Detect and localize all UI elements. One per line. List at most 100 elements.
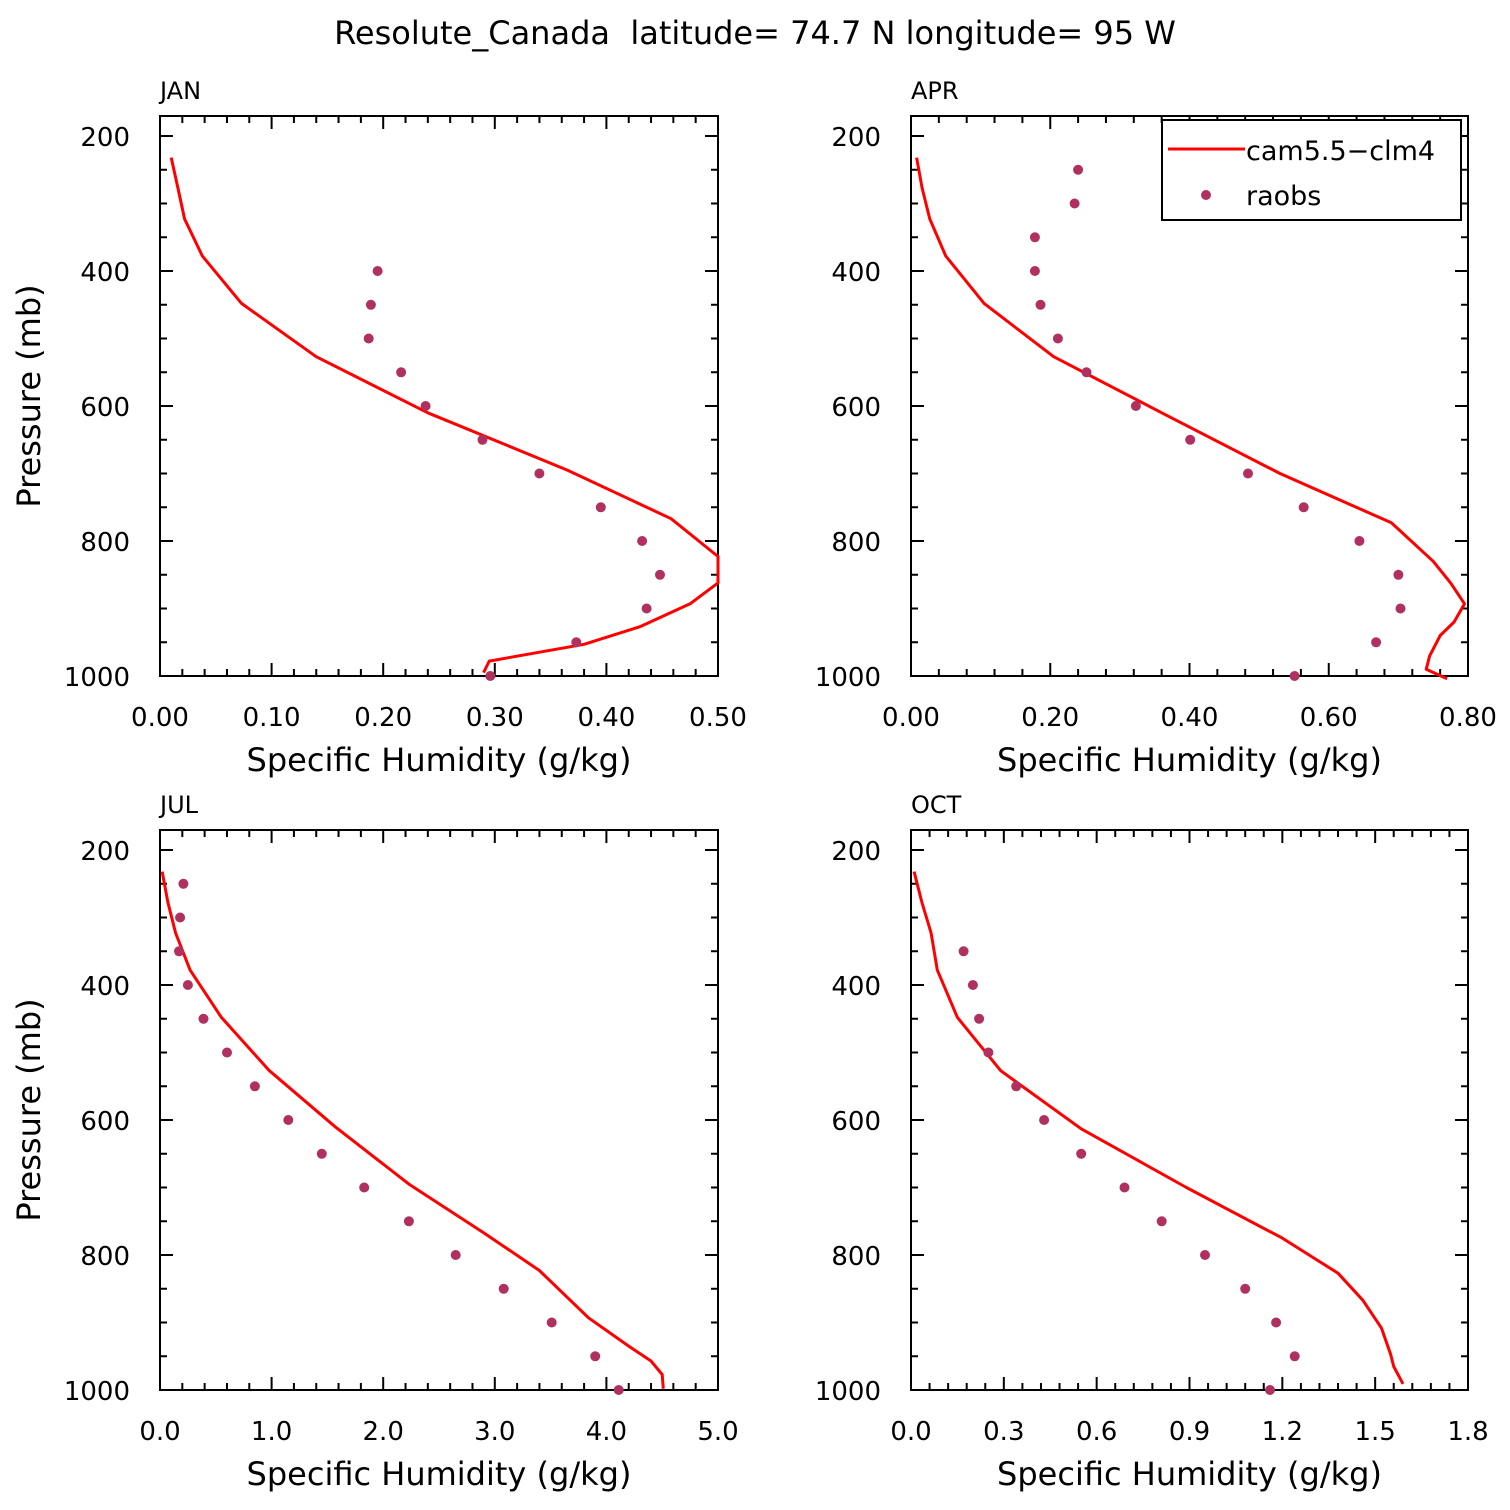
y-tick-label: 800	[831, 1242, 881, 1272]
x-tick-label: 5.0	[697, 1417, 738, 1447]
panel-jul: JUL 200 400 600 800 1000 0.0 1.0 2.0 3.0 4.0 5.0 Spe…	[10, 791, 739, 1493]
data-point-raobs-apr	[1371, 637, 1382, 648]
data-point-raobs-jan	[420, 401, 431, 411]
y-axis-label-jul: Pressure (mb)	[10, 998, 48, 1221]
y-axis-label-jan: Pressure (mb)	[10, 284, 48, 507]
data-point-raobs-oct	[1289, 1351, 1300, 1362]
series-line-model-jul	[160, 871, 665, 1389]
x-axis-label-oct: Specific Humidity (g/kg)	[997, 1455, 1382, 1493]
x-tick-label: 1.5	[1354, 1417, 1395, 1447]
x-tick-label: 0.3	[983, 1417, 1024, 1447]
data-point-raobs-apr	[1069, 198, 1080, 209]
y-tick-label: 400	[831, 258, 881, 288]
x-tick-label: 4.0	[586, 1417, 627, 1447]
data-point-raobs-jan	[485, 671, 496, 681]
x-tick-label: 3.0	[474, 1417, 515, 1447]
data-point-raobs-oct	[1011, 1081, 1022, 1092]
data-point-raobs-jul	[498, 1283, 509, 1294]
data-point-raobs-oct	[1271, 1317, 1282, 1328]
data-point-raobs-oct	[983, 1047, 994, 1058]
data-point-raobs-apr	[1052, 333, 1063, 344]
data-point-raobs-jan	[641, 603, 652, 614]
y-tick-label: 400	[80, 258, 130, 288]
data-point-raobs-apr	[1029, 266, 1040, 276]
panel-label-oct: OCT	[911, 791, 962, 819]
y-tick-label: 800	[831, 528, 881, 558]
x-tick-label: 0.0	[139, 1417, 180, 1447]
y-tick-label: 600	[831, 393, 881, 423]
x-axis-label-jan: Specific Humidity (g/kg)	[247, 741, 632, 779]
data-point-raobs-apr	[1289, 671, 1300, 681]
y-tick-label: 1000	[64, 663, 130, 693]
data-point-raobs-oct	[1039, 1115, 1050, 1125]
y-tick-label: 200	[80, 123, 130, 153]
plot-frame-oct	[910, 829, 1469, 1391]
y-tick-label: 800	[80, 528, 130, 558]
data-point-raobs-jul	[182, 980, 193, 990]
data-point-raobs-oct	[1265, 1385, 1275, 1395]
data-point-raobs-jul	[198, 1013, 209, 1024]
data-point-raobs-jan	[365, 299, 376, 310]
y-tick-label: 600	[80, 1107, 130, 1137]
data-point-raobs-jan	[363, 333, 374, 344]
x-tick-label: 1.8	[1447, 1417, 1488, 1447]
data-point-raobs-apr	[1243, 468, 1253, 479]
data-point-raobs-apr	[1035, 299, 1046, 310]
panel-oct: OCT 200 400 600 800 1000 0.0 0.3 0.6 0.9 1.2 1.5 1.8…	[815, 791, 1489, 1493]
data-point-raobs-oct	[1156, 1216, 1167, 1227]
y-tick-label: 800	[80, 1242, 130, 1272]
legend: cam5.5−clm4 raobs	[1161, 119, 1462, 221]
y-tick-label: 1000	[64, 1377, 130, 1407]
x-tick-label: 1.2	[1262, 1417, 1303, 1447]
data-point-raobs-jul	[174, 946, 184, 957]
data-point-raobs-oct	[967, 980, 978, 990]
series-line-model-apr	[915, 157, 1466, 681]
x-tick-label: 0.00	[131, 703, 189, 733]
data-point-raobs-oct	[958, 946, 969, 957]
data-point-raobs-apr	[1393, 569, 1404, 580]
data-point-raobs-oct	[1200, 1250, 1210, 1260]
y-tick-label: 400	[80, 972, 130, 1002]
data-point-raobs-jan	[571, 637, 582, 648]
x-tick-label: 0.50	[689, 703, 747, 733]
y-tick-label: 200	[831, 837, 881, 867]
data-point-raobs-apr	[1298, 502, 1309, 513]
x-tick-label: 0.40	[577, 703, 635, 733]
y-tick-label: 600	[831, 1107, 881, 1137]
data-point-raobs-jul	[175, 912, 186, 923]
data-point-raobs-oct	[974, 1013, 985, 1024]
legend-obs-swatch	[1201, 190, 1211, 200]
panel-label-jul: JUL	[158, 791, 199, 819]
series-line-model-jan	[169, 157, 720, 674]
data-point-raobs-jul	[316, 1148, 327, 1159]
x-tick-label: 0.20	[354, 703, 412, 733]
data-point-raobs-jul	[359, 1182, 370, 1193]
data-point-raobs-apr	[1354, 536, 1365, 546]
data-point-raobs-apr	[1073, 164, 1084, 175]
y-tick-label: 600	[80, 393, 130, 423]
data-point-raobs-jul	[283, 1115, 294, 1125]
x-tick-label: 2.0	[363, 1417, 404, 1447]
data-point-raobs-jan	[534, 468, 545, 479]
data-point-raobs-apr	[1185, 434, 1196, 445]
data-point-raobs-jan	[372, 266, 383, 276]
data-point-raobs-oct	[1119, 1182, 1130, 1193]
y-tick-label: 400	[831, 972, 881, 1002]
plot-frame-jul	[159, 829, 719, 1391]
plot-frame-jan	[159, 115, 719, 677]
data-point-raobs-oct	[1240, 1283, 1251, 1294]
data-point-raobs-jan	[637, 536, 648, 546]
data-point-raobs-jul	[590, 1351, 601, 1362]
data-point-raobs-jan	[655, 569, 665, 580]
data-point-raobs-apr	[1130, 401, 1141, 411]
x-tick-label: 0.20	[1021, 703, 1079, 733]
x-tick-label: 0.00	[882, 703, 940, 733]
x-tick-label: 0.10	[243, 703, 301, 733]
y-tick-label: 1000	[815, 663, 881, 693]
panel-label-apr: APR	[911, 77, 959, 105]
y-tick-label: 1000	[815, 1377, 881, 1407]
data-point-raobs-jul	[450, 1250, 461, 1260]
data-point-raobs-jul	[546, 1317, 557, 1328]
